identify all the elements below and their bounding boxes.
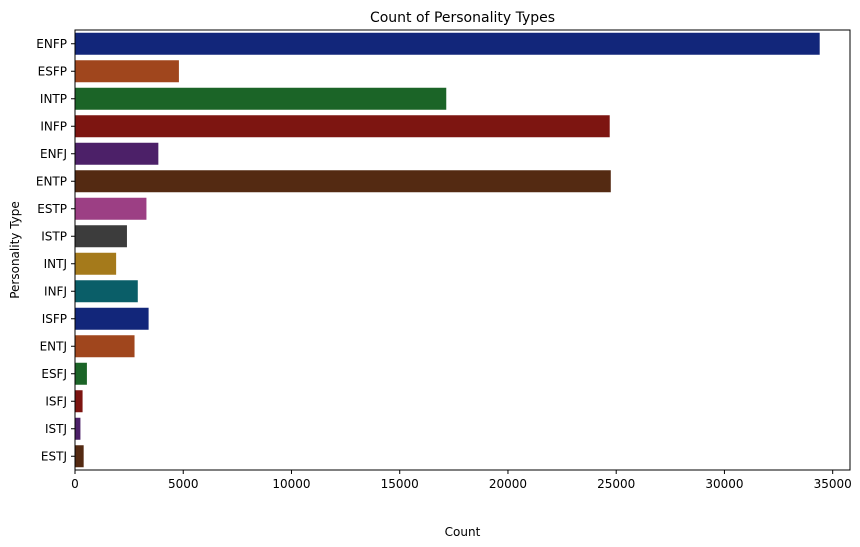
chart-title: Count of Personality Types [370, 10, 555, 26]
bar-istj [75, 417, 81, 440]
x-tick-label: 0 [71, 477, 79, 491]
x-ticks-group: 0 5000 10000 15000 20000 25000 30000 35000 [71, 470, 852, 491]
y-tick-label: ENTP [36, 174, 67, 188]
x-tick-label: 20000 [489, 477, 527, 491]
bar-enfp [75, 32, 820, 55]
bar-isfp [75, 307, 149, 330]
bars-group [75, 32, 820, 468]
bar-entp [75, 170, 611, 193]
y-tick-label: INFJ [44, 284, 67, 298]
x-tick-label: 10000 [272, 477, 310, 491]
y-ticks-group: ENFP ESFP INTP INFP ENFJ ENTP ESTP ISTP INTJ INFJ… [36, 37, 75, 463]
bar-intp [75, 87, 447, 110]
bar-isfj [75, 390, 83, 413]
y-tick-label: INTJ [44, 257, 67, 271]
y-tick-label: ENTJ [40, 339, 67, 353]
y-tick-label: ESFJ [41, 367, 67, 381]
x-tick-label: 25000 [597, 477, 635, 491]
y-axis-label: Personality Type [8, 201, 22, 299]
bar-infj [75, 280, 138, 303]
bar-istp [75, 225, 127, 248]
y-tick-label: ISFJ [45, 394, 67, 408]
x-tick-label: 35000 [814, 477, 852, 491]
y-tick-label: INFP [40, 119, 67, 133]
x-tick-label: 30000 [705, 477, 743, 491]
bar-estj [75, 445, 84, 468]
bar-estp [75, 197, 147, 220]
x-axis-label: Count [445, 525, 481, 539]
y-tick-label: INTP [40, 92, 67, 106]
plot-frame [74, 29, 851, 471]
y-tick-label: ENFJ [40, 147, 67, 161]
y-tick-label: ESTP [37, 202, 67, 216]
y-tick-label: ISTJ [45, 422, 67, 436]
bar-esfj [75, 362, 87, 385]
y-tick-label: ESTJ [41, 449, 67, 463]
y-tick-label: ISTP [41, 229, 67, 243]
bar-esfp [75, 60, 179, 83]
x-tick-label: 15000 [381, 477, 419, 491]
x-tick-label: 5000 [168, 477, 199, 491]
bar-entj [75, 335, 135, 358]
y-tick-label: ESFP [38, 64, 67, 78]
bar-intj [75, 252, 117, 275]
y-tick-label: ENFP [36, 37, 67, 51]
bar-infp [75, 115, 610, 138]
bar-enfj [75, 142, 159, 165]
y-tick-label: ISFP [42, 312, 67, 326]
